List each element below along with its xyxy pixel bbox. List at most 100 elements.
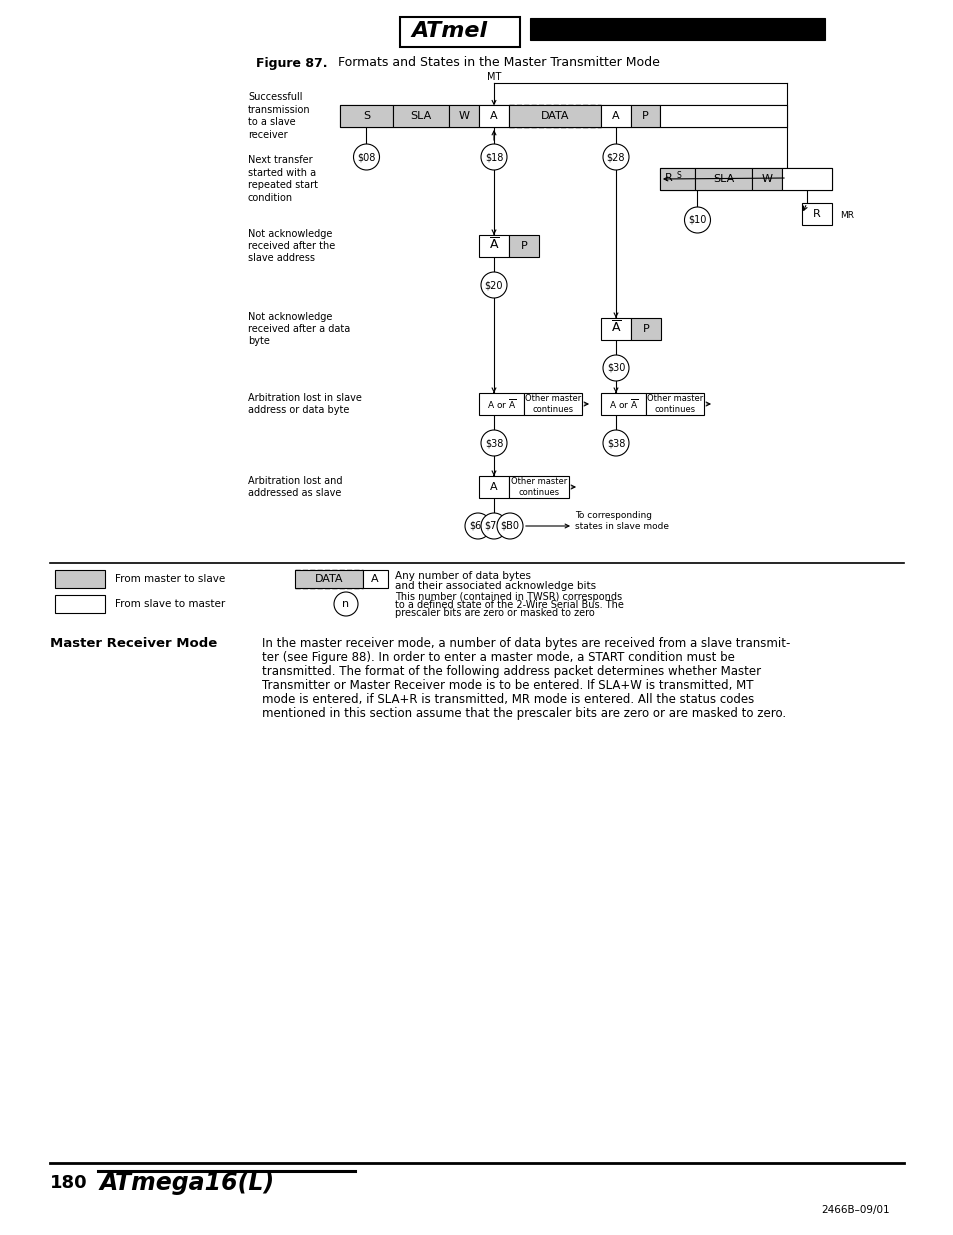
- Text: prescaler bits are zero or masked to zero: prescaler bits are zero or masked to zer…: [395, 608, 594, 618]
- Text: Arbitration lost and
addressed as slave: Arbitration lost and addressed as slave: [248, 475, 342, 498]
- Bar: [695, 168, 751, 190]
- Circle shape: [464, 513, 491, 538]
- Bar: [509, 475, 568, 498]
- Bar: [294, 571, 363, 588]
- Text: A: A: [490, 482, 497, 492]
- Text: to a defined state of the 2-Wire Serial Bus. The: to a defined state of the 2-Wire Serial …: [395, 600, 623, 610]
- Bar: [449, 105, 478, 127]
- Bar: [55, 595, 105, 613]
- Text: $78: $78: [484, 521, 503, 531]
- Text: MR: MR: [840, 210, 853, 220]
- Bar: [523, 393, 581, 415]
- Text: mode is entered, if SLA+R is transmitted, MR mode is entered. All the status cod: mode is entered, if SLA+R is transmitted…: [262, 693, 754, 706]
- Text: 2466B–09/01: 2466B–09/01: [821, 1205, 889, 1215]
- Text: $\overline{\rm A}$: $\overline{\rm A}$: [610, 320, 620, 336]
- Text: mentioned in this section assume that the prescaler bits are zero or are masked : mentioned in this section assume that th…: [262, 706, 785, 720]
- Circle shape: [602, 144, 628, 170]
- Bar: [630, 317, 660, 340]
- Text: A or $\overline{\rm A}$: A or $\overline{\rm A}$: [486, 398, 516, 411]
- Bar: [339, 105, 786, 127]
- Text: R: R: [664, 173, 672, 183]
- Bar: [659, 168, 695, 190]
- Text: Not acknowledge
received after a data
byte: Not acknowledge received after a data by…: [248, 311, 350, 346]
- Text: $08: $08: [357, 152, 375, 162]
- Text: Transmitter or Master Receiver mode is to be entered. If SLA+W is transmitted, M: Transmitter or Master Receiver mode is t…: [262, 679, 753, 692]
- Text: ATmega16(L): ATmega16(L): [100, 1171, 274, 1195]
- Text: transmitted. The format of the following address packet determines whether Maste: transmitted. The format of the following…: [262, 664, 760, 678]
- Text: R: R: [812, 209, 820, 219]
- Text: $38: $38: [484, 438, 502, 448]
- Text: A: A: [612, 111, 619, 121]
- Bar: [645, 393, 703, 415]
- Circle shape: [602, 354, 628, 382]
- Circle shape: [480, 272, 506, 298]
- Text: Master Receiver Mode: Master Receiver Mode: [50, 637, 217, 650]
- Text: From slave to master: From slave to master: [115, 599, 225, 609]
- Bar: [630, 105, 659, 127]
- Bar: [509, 105, 600, 127]
- Text: DATA: DATA: [540, 111, 569, 121]
- Bar: [478, 105, 509, 127]
- Text: $38: $38: [606, 438, 624, 448]
- Text: This number (contained in TWSR) corresponds: This number (contained in TWSR) correspo…: [395, 592, 621, 601]
- Text: MT: MT: [486, 72, 500, 82]
- Text: Any number of data bytes: Any number of data bytes: [395, 571, 531, 580]
- Text: Figure 87.: Figure 87.: [255, 57, 327, 69]
- Text: n: n: [342, 599, 349, 609]
- Text: $28: $28: [606, 152, 624, 162]
- Bar: [478, 475, 509, 498]
- Circle shape: [480, 430, 506, 456]
- Text: A: A: [490, 111, 497, 121]
- Bar: [659, 168, 831, 190]
- Text: $68: $68: [468, 521, 487, 531]
- Bar: [600, 105, 630, 127]
- Text: Other master
continues: Other master continues: [524, 394, 580, 414]
- Bar: [659, 105, 786, 127]
- Text: From master to slave: From master to slave: [115, 574, 225, 584]
- Text: Formats and States in the Master Transmitter Mode: Formats and States in the Master Transmi…: [330, 57, 659, 69]
- Text: Next transfer
started with a
repeated start
condition: Next transfer started with a repeated st…: [248, 156, 317, 203]
- Text: DATA: DATA: [314, 574, 343, 584]
- Bar: [393, 105, 449, 127]
- Bar: [600, 317, 630, 340]
- Text: $18: $18: [484, 152, 502, 162]
- Circle shape: [602, 430, 628, 456]
- Bar: [399, 17, 519, 47]
- Text: and their associated acknowledge bits: and their associated acknowledge bits: [395, 580, 596, 592]
- Circle shape: [334, 592, 357, 616]
- Text: ATmel: ATmel: [412, 21, 488, 41]
- Text: Other master
continues: Other master continues: [511, 477, 566, 496]
- Bar: [801, 203, 831, 225]
- Text: S: S: [362, 111, 370, 121]
- Bar: [781, 168, 831, 190]
- Text: W: W: [760, 174, 772, 184]
- Text: $30: $30: [606, 363, 624, 373]
- Circle shape: [497, 513, 522, 538]
- Text: S: S: [677, 170, 681, 179]
- Bar: [339, 105, 393, 127]
- Bar: [530, 19, 824, 40]
- Text: $20: $20: [484, 280, 503, 290]
- Text: 180: 180: [50, 1174, 88, 1192]
- Text: Successfull
transmission
to a slave
receiver: Successfull transmission to a slave rece…: [248, 93, 311, 140]
- Text: Not acknowledge
received after the
slave address: Not acknowledge received after the slave…: [248, 228, 335, 263]
- Text: $B0: $B0: [500, 521, 519, 531]
- Text: ter (see Figure 88). In order to enter a master mode, a START condition must be: ter (see Figure 88). In order to enter a…: [262, 651, 734, 664]
- Text: SLA: SLA: [712, 174, 734, 184]
- Text: A or $\overline{\rm A}$: A or $\overline{\rm A}$: [608, 398, 638, 411]
- Text: To corresponding
states in slave mode: To corresponding states in slave mode: [575, 511, 668, 531]
- Bar: [55, 571, 105, 588]
- Bar: [478, 393, 523, 415]
- Bar: [751, 168, 781, 190]
- Bar: [478, 235, 509, 257]
- Text: W: W: [458, 111, 469, 121]
- Text: Other master
continues: Other master continues: [646, 394, 702, 414]
- Text: SLA: SLA: [410, 111, 431, 121]
- Text: P: P: [641, 111, 648, 121]
- Text: P: P: [642, 324, 649, 333]
- Circle shape: [354, 144, 379, 170]
- Text: In the master receiver mode, a number of data bytes are received from a slave tr: In the master receiver mode, a number of…: [262, 637, 789, 650]
- Bar: [509, 235, 538, 257]
- Text: $10: $10: [688, 215, 706, 225]
- Text: P: P: [520, 241, 527, 251]
